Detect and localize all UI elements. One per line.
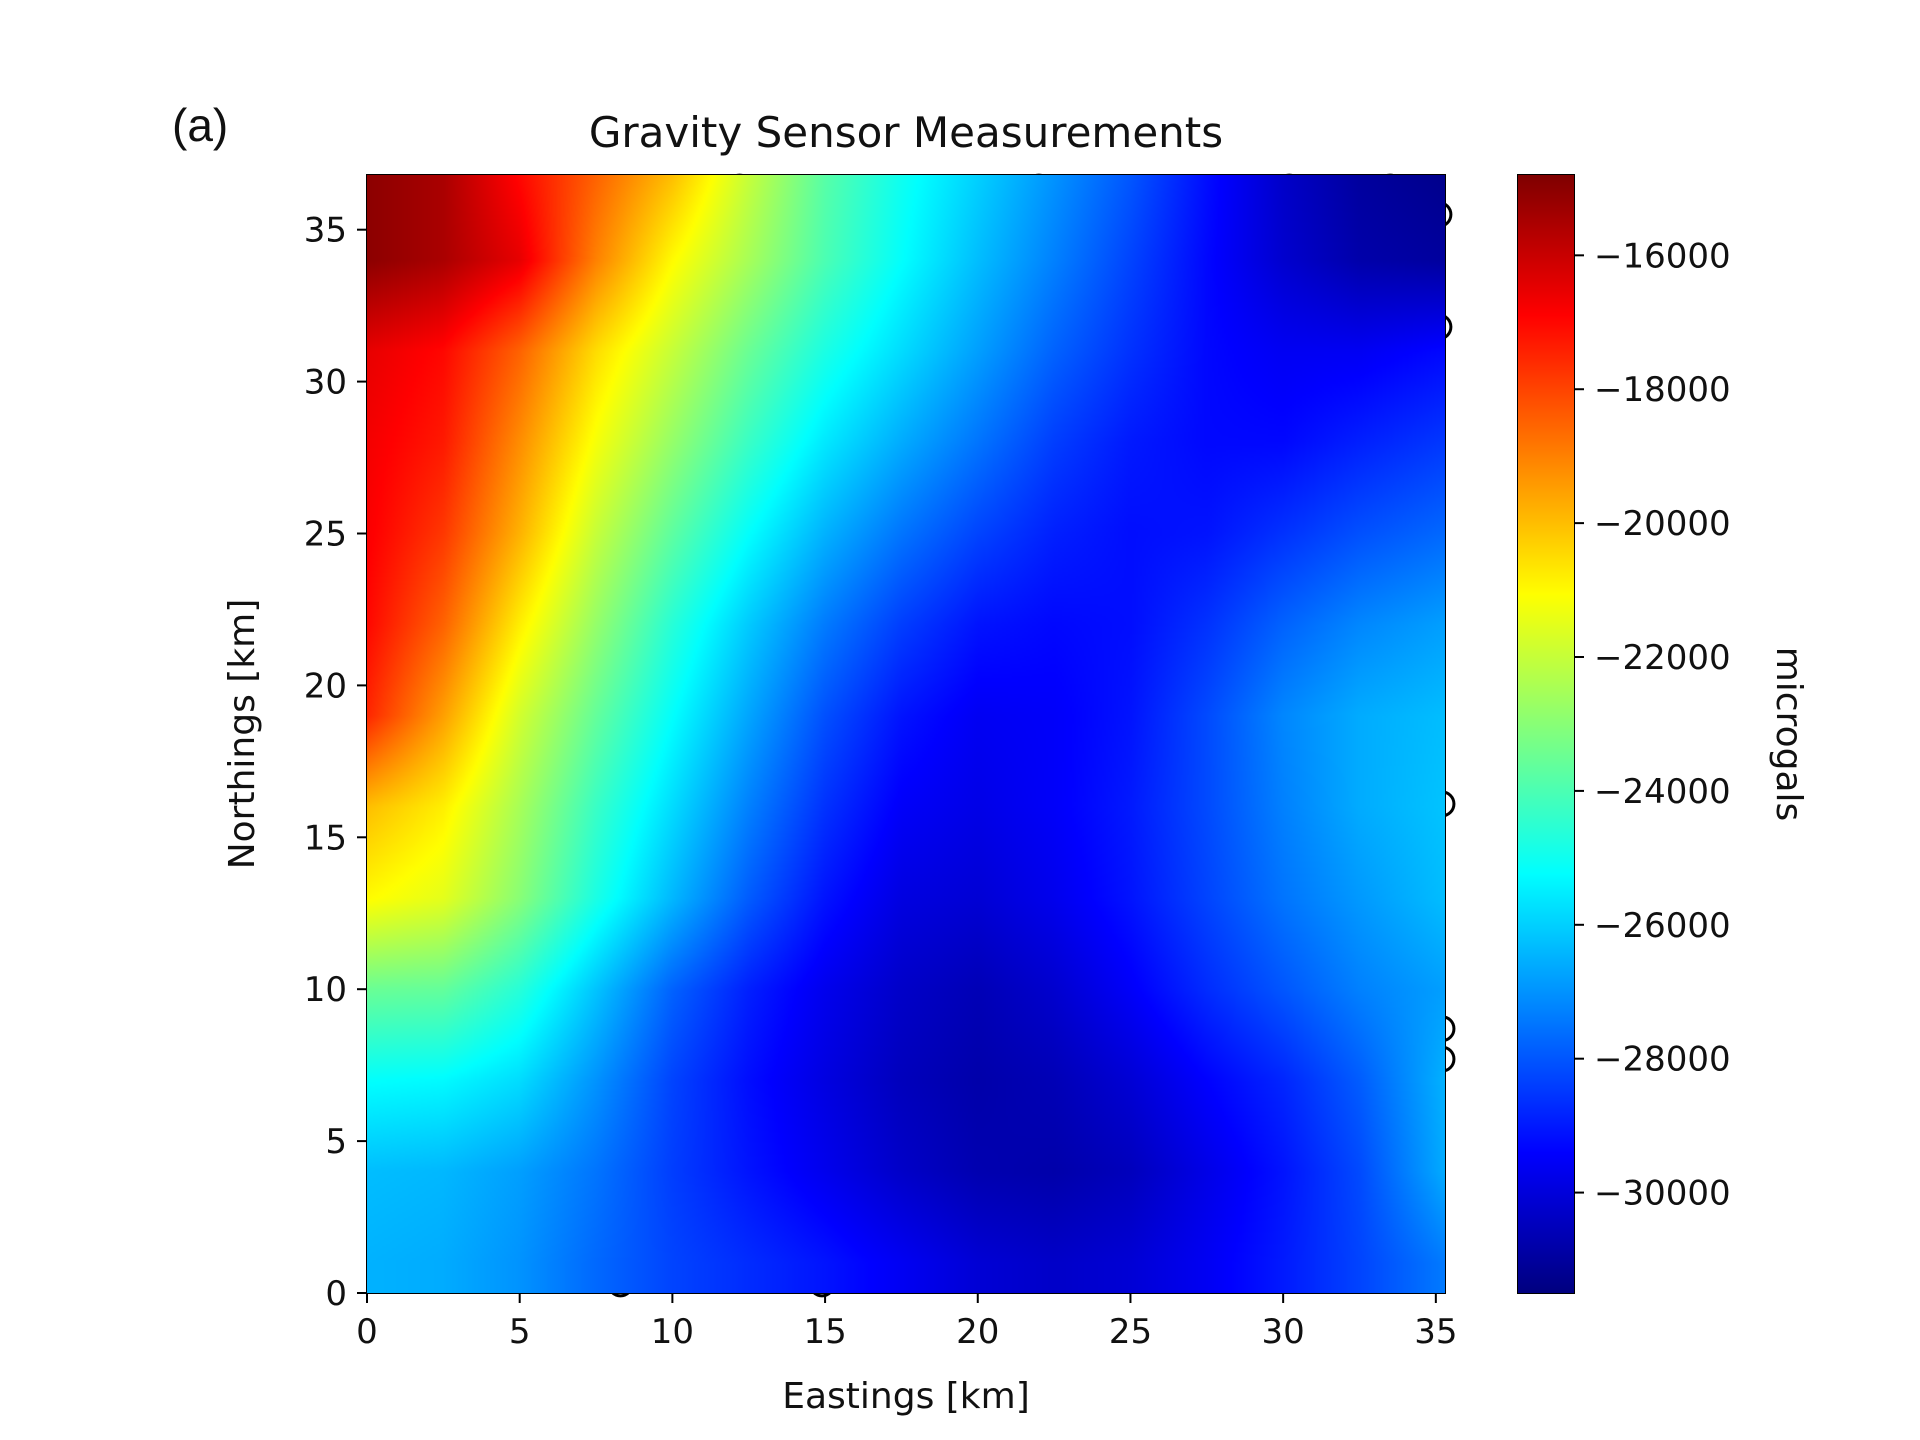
y-tick-label: 25 [304, 514, 347, 554]
colorbar-tick-label: −22000 [1594, 638, 1731, 678]
y-tick-label: 20 [304, 666, 347, 706]
chart-title: Gravity Sensor Measurements [589, 108, 1223, 157]
x-tick-label: 20 [956, 1312, 999, 1352]
x-tick-label: 0 [356, 1312, 378, 1352]
colorbar-tick-label: −26000 [1594, 906, 1731, 946]
x-tick-label: 10 [651, 1312, 694, 1352]
x-tick-label: 25 [1109, 1312, 1152, 1352]
colorbar-tick-label: −16000 [1594, 236, 1731, 276]
colorbar-tick-label: −30000 [1594, 1174, 1731, 1214]
colorbar [1518, 175, 1574, 1293]
colorbar-tick-label: −18000 [1594, 370, 1731, 410]
colorbar-label: microgals [1768, 647, 1809, 822]
y-tick-label: 0 [325, 1274, 347, 1314]
y-tick-label: 15 [304, 818, 347, 858]
colorbar-axis: −16000 −18000 −20000 −22000 −24000 −26000 −280… [1517, 174, 1731, 1294]
x-tick-label: 30 [1262, 1312, 1305, 1352]
y-tick-label: 35 [304, 211, 347, 251]
x-axis: 0 5 10 15 20 25 30 35 [356, 1293, 1457, 1352]
x-tick-label: 15 [803, 1312, 846, 1352]
y-axis: 0 5 10 15 20 25 30 35 [304, 211, 367, 1314]
y-tick-label: 10 [304, 970, 347, 1010]
x-tick-label: 5 [509, 1312, 531, 1352]
y-tick-label: 30 [304, 363, 347, 403]
panel-label: (a) [172, 99, 229, 151]
colorbar-tick-label: −20000 [1594, 504, 1731, 544]
x-axis-label: Eastings [km] [782, 1376, 1030, 1417]
colorbar-tick-label: −28000 [1594, 1040, 1731, 1080]
y-axis-label: Northings [km] [222, 599, 263, 870]
x-tick-label: 35 [1414, 1312, 1457, 1352]
colorbar-tick-label: −24000 [1594, 772, 1731, 812]
gravity-heatmap [367, 175, 1445, 1293]
y-tick-label: 5 [325, 1122, 347, 1162]
